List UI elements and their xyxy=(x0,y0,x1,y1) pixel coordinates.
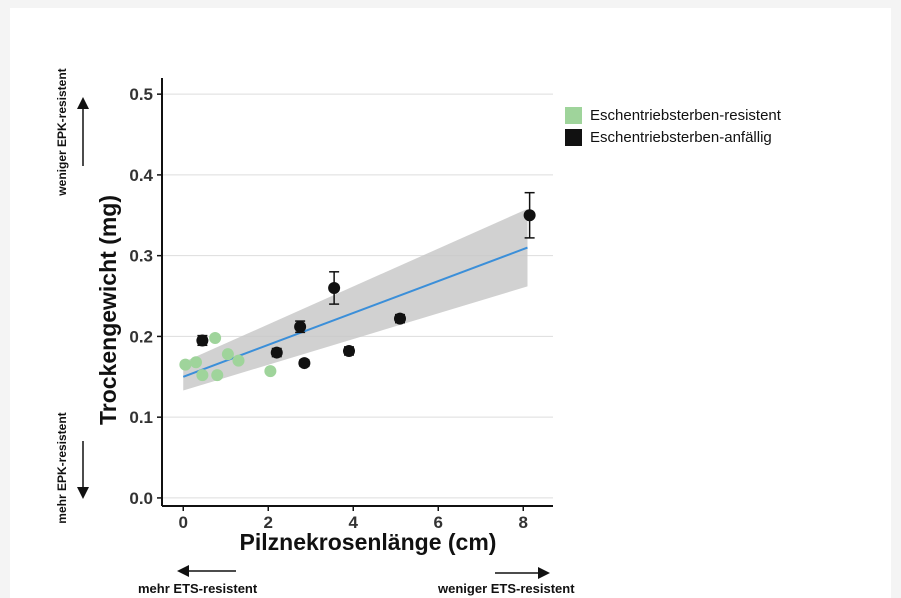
x-tick-label: 6 xyxy=(434,513,443,532)
data-point-resistant xyxy=(179,358,192,371)
y-tick-label: 0.3 xyxy=(129,247,153,266)
legend-label-resistant: Eschentriebsterben-resistent xyxy=(590,106,781,124)
y-tick-label: 0.2 xyxy=(129,327,153,346)
y-tick-label: 0.4 xyxy=(129,166,153,185)
y-bottom-annotation: mehr EPK-resistent xyxy=(55,412,69,523)
legend-swatch-resistant xyxy=(565,106,582,124)
data-point-susceptible xyxy=(523,209,536,222)
y-tick-label: 0.5 xyxy=(129,85,153,104)
x-left-annotation: mehr ETS-resistent xyxy=(138,581,258,596)
data-point-resistant xyxy=(211,369,224,382)
x-tick-label: 4 xyxy=(349,513,359,532)
data-point-susceptible xyxy=(270,346,283,359)
y-tick-label: 0.0 xyxy=(129,489,153,508)
y-top-annotation: weniger EPK-resistent xyxy=(55,68,69,196)
data-point-susceptible xyxy=(394,312,406,325)
data-point-susceptible xyxy=(298,357,311,370)
data-points xyxy=(179,191,536,382)
data-point-resistant xyxy=(209,332,222,345)
x-right-annotation: weniger ETS-resistent xyxy=(437,581,575,596)
x-axis-title: Pilznekrosenlänge (cm) xyxy=(240,529,497,555)
data-point-susceptible xyxy=(343,344,355,357)
x-tick-label: 8 xyxy=(519,513,528,532)
x-tick-label: 0 xyxy=(179,513,188,532)
x-tick-label: 2 xyxy=(264,513,273,532)
data-point-resistant xyxy=(221,348,234,361)
data-point-susceptible xyxy=(328,281,341,294)
data-point-resistant xyxy=(196,369,209,382)
legend-swatch-susceptible xyxy=(565,128,582,146)
y-tick-label: 0.1 xyxy=(129,408,153,427)
data-point-susceptible xyxy=(294,320,307,333)
data-point-resistant xyxy=(190,356,202,369)
legend-item-susceptible: Eschentriebsterben-anfällig xyxy=(565,126,781,148)
legend-label-susceptible: Eschentriebsterben-anfällig xyxy=(590,128,772,146)
data-point-resistant xyxy=(232,354,245,367)
legend-item-resistant: Eschentriebsterben-resistent xyxy=(565,104,781,126)
y-axis-title: Trockengewicht (mg) xyxy=(95,195,121,425)
figure-panel: 0.0 0.1 0.2 0.3 0.4 0.5 0 2 4 6 8 Pilznekrosenläng… xyxy=(10,8,891,598)
axes: 0.0 0.1 0.2 0.3 0.4 0.5 0 2 4 6 8 xyxy=(129,78,553,532)
data-point-resistant xyxy=(264,365,277,378)
legend: Eschentriebsterben-resistent Eschentrieb… xyxy=(565,104,781,148)
scatter-chart: 0.0 0.1 0.2 0.3 0.4 0.5 0 2 4 6 8 Pilznekrosenläng… xyxy=(55,68,575,596)
data-point-susceptible xyxy=(196,334,209,347)
